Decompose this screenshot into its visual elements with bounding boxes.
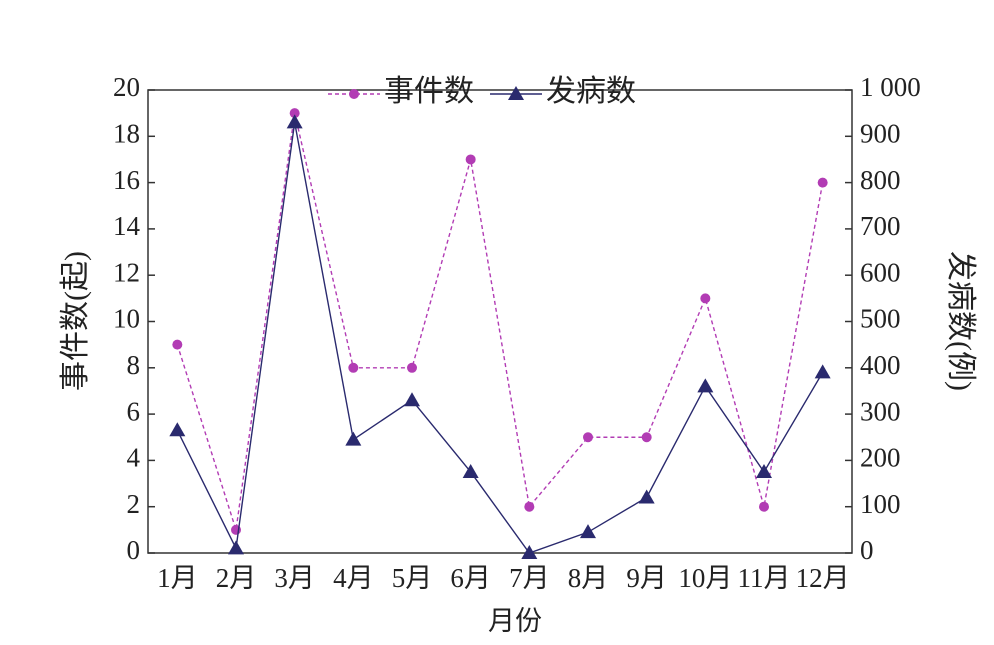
y2-tick-label: 600 [860,257,901,287]
data-point [700,293,711,304]
data-point [817,177,828,188]
data-point [465,154,476,165]
legend-label: 发病数 [546,75,636,108]
legend-marker [349,89,359,99]
x-tick-label: 11月 [738,563,791,593]
data-point [345,431,362,446]
x-tick-label: 7月 [509,563,550,593]
x-tick-label: 5月 [392,563,433,593]
y-tick-label: 6 [127,396,141,426]
data-point [286,114,303,129]
series-line [176,112,824,531]
data-point [638,489,655,504]
y2-tick-label: 800 [860,165,901,195]
y2-tick-label: 1 000 [860,72,921,102]
y-tick-label: 20 [113,72,140,102]
y-tick-label: 4 [127,443,141,473]
y-tick-label: 14 [113,211,141,241]
x-tick-label: 2月 [216,563,257,593]
y-tick-label: 0 [127,535,141,565]
data-point [697,378,714,393]
x-tick-label: 3月 [274,563,315,593]
data-point [641,432,652,443]
y2-tick-label: 200 [860,443,901,473]
y2-tick-label: 400 [860,350,901,380]
y-tick-label: 10 [113,304,140,334]
y-tick-label: 16 [113,165,140,195]
x-tick-label: 1月 [157,563,198,593]
data-point [289,108,300,119]
data-point [462,463,479,478]
y-tick-label: 2 [127,489,141,519]
y2-tick-label: 0 [860,535,874,565]
data-point [169,422,186,437]
y2-tick-label: 500 [860,304,901,334]
data-point [580,524,596,539]
y2-axis-title: 发病数(例) [944,251,977,391]
data-point [228,540,244,555]
x-axis-title: 月份 [488,606,542,636]
y2-tick-label: 300 [860,396,901,426]
data-point [521,545,538,559]
x-tick-label: 8月 [568,563,609,593]
y2-tick-label: 900 [860,119,901,149]
data-point [348,362,359,373]
series-line [176,122,824,554]
y2-tick-label: 700 [860,211,901,241]
data-point [524,501,535,512]
x-tick-label: 6月 [450,563,491,593]
data-point [172,339,183,350]
y-tick-label: 18 [113,119,140,149]
y-axis-title: 事件数(起) [59,251,92,391]
x-tick-label: 9月 [626,563,667,593]
y-tick-label: 8 [127,350,141,380]
legend-label: 事件数 [384,75,474,108]
data-point [756,463,772,478]
plot-frame [147,89,853,554]
x-tick-label: 10月 [678,563,732,593]
data-point [407,362,417,373]
x-tick-label: 4月 [333,563,374,593]
x-tick-label: 12月 [796,563,850,593]
legend-marker [508,86,524,100]
data-point [759,501,769,512]
y-tick-label: 12 [113,257,140,287]
data-point [814,364,831,379]
y2-tick-label: 100 [860,489,901,519]
data-point [583,432,593,443]
data-point [404,392,420,407]
